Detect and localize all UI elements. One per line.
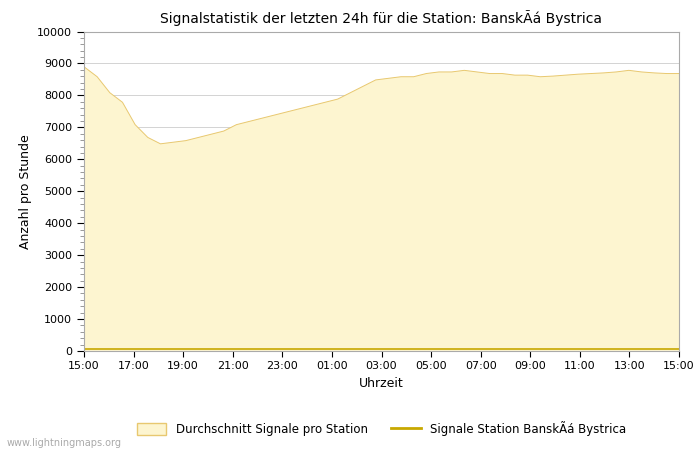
Y-axis label: Anzahl pro Stunde: Anzahl pro Stunde: [19, 134, 32, 248]
Text: www.lightningmaps.org: www.lightningmaps.org: [7, 438, 122, 448]
Title: Signalstatistik der letzten 24h für die Station: BanskÃá Bystrica: Signalstatistik der letzten 24h für die …: [160, 10, 603, 26]
X-axis label: Uhrzeit: Uhrzeit: [359, 377, 404, 390]
Legend: Durchschnitt Signale pro Station, Signale Station BanskÃá Bystrica: Durchschnitt Signale pro Station, Signal…: [132, 417, 631, 441]
